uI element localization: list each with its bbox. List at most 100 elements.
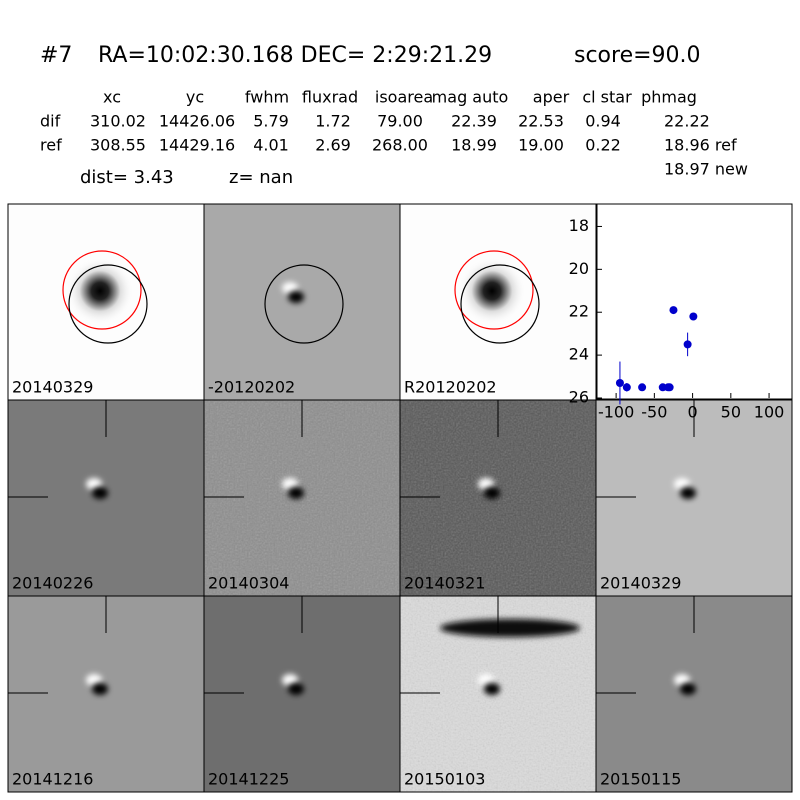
image-panel: 20140329 — [7, 203, 205, 401]
table-cell: 310.02 — [90, 112, 146, 131]
panel-label: -20120202 — [208, 378, 295, 397]
column-header: yc — [186, 88, 204, 107]
image-panel: R20120202 — [399, 203, 597, 401]
image-panel: 20141225 — [203, 595, 401, 793]
table-cell: 18.96 ref — [664, 136, 737, 155]
point — [622, 383, 631, 392]
x-tick-label: 0 — [687, 403, 697, 422]
x-tick-label: 100 — [754, 403, 785, 422]
row-label: dif — [40, 112, 61, 131]
table-cell: 4.01 — [253, 136, 289, 155]
column-header: cl star — [582, 88, 632, 107]
table-cell: 1.72 — [315, 112, 351, 131]
coordinates: RA=10:02:30.168 DEC= 2:29:21.29 — [98, 43, 492, 68]
row-label: ref — [40, 136, 62, 155]
y-tick-label: 24 — [569, 345, 589, 364]
table-cell: 5.79 — [253, 112, 289, 131]
table-cell: 308.55 — [90, 136, 146, 155]
source-pos — [282, 282, 298, 294]
panel-border — [595, 595, 793, 793]
table-cell: 14426.06 — [159, 112, 235, 131]
object-id: #7 — [40, 43, 72, 68]
x-tick-label: -50 — [641, 403, 667, 422]
table-cell: 2.69 — [315, 136, 351, 155]
aperture — [68, 264, 148, 344]
table-cell: 22.53 — [518, 112, 564, 131]
source-neg — [484, 683, 500, 695]
source — [458, 257, 526, 325]
y-tick-label: 26 — [569, 388, 589, 407]
point — [689, 312, 698, 321]
score: score=90.0 — [574, 43, 701, 68]
panel-label: 20140329 — [12, 378, 93, 397]
source-pos — [478, 478, 494, 490]
source-pos — [282, 674, 298, 686]
source-pos — [674, 478, 690, 490]
table-cell: 0.22 — [585, 136, 621, 155]
source-neg — [680, 487, 696, 499]
source — [66, 257, 134, 325]
table-cell: 79.00 — [377, 112, 423, 131]
source-pos — [282, 478, 298, 490]
source-pos — [478, 674, 494, 686]
panel-label: 20140321 — [404, 574, 485, 593]
image-panel: 20140321 — [399, 399, 597, 597]
image-panel: -20120202 — [203, 203, 401, 401]
source-pos — [86, 478, 102, 490]
panel-label: 20140329 — [600, 574, 681, 593]
source-pos — [674, 674, 690, 686]
panel-label: 20140226 — [12, 574, 93, 593]
source-neg — [288, 291, 304, 303]
column-header: fluxrad — [302, 88, 358, 107]
column-header: aper — [533, 88, 570, 107]
image-panel: 20140226 — [7, 399, 205, 597]
table-cell: 268.00 — [372, 136, 428, 155]
image-panel: 20150103 — [399, 595, 597, 793]
streak — [440, 619, 580, 637]
column-header: xc — [103, 88, 121, 107]
image-panel: 20141216 — [7, 595, 205, 793]
table-cell: 14429.16 — [159, 136, 235, 155]
source-neg — [92, 683, 108, 695]
panel-label: 20150115 — [600, 770, 681, 789]
y-tick-label: 22 — [569, 302, 589, 321]
image-panel: 20150115 — [595, 595, 793, 793]
table-cell: 0.94 — [585, 112, 621, 131]
point — [665, 383, 674, 392]
y-tick-label: 18 — [569, 216, 589, 235]
point — [638, 383, 647, 392]
distance: dist= 3.43 — [80, 167, 174, 188]
redshift: z= nan — [229, 167, 293, 188]
source-neg — [288, 683, 304, 695]
y-tick-label: 20 — [569, 259, 589, 278]
point — [669, 306, 678, 315]
table-cell: 22.39 — [451, 112, 497, 131]
source-pos — [86, 674, 102, 686]
x-tick-label: -100 — [598, 403, 634, 422]
panel-background — [204, 204, 400, 400]
ref-aperture — [454, 250, 534, 330]
point — [683, 340, 692, 349]
phmag-new: 18.97 new — [664, 160, 748, 179]
panel-grid: 20140329 -20120202 R20120202 20140226 201403… — [7, 203, 793, 793]
table-cell: 18.99 — [451, 136, 497, 155]
image-panel: 20140329 — [595, 399, 793, 597]
panel-label: 20140304 — [208, 574, 289, 593]
panel-label: 20150103 — [404, 770, 485, 789]
column-header: isoarea — [375, 88, 433, 107]
column-header: mag auto — [432, 88, 509, 107]
panel-label: 20141216 — [12, 770, 93, 789]
image-panel: 20140304 — [203, 399, 401, 597]
source-neg — [288, 487, 304, 499]
ref-aperture — [62, 250, 142, 330]
x-tick-label: 50 — [721, 403, 741, 422]
table-cell: 19.00 — [518, 136, 564, 155]
column-header: fwhm — [245, 88, 289, 107]
source-neg — [680, 683, 696, 695]
plot-area — [596, 203, 793, 400]
aperture — [460, 264, 540, 344]
source-neg — [92, 487, 108, 499]
panel-label: R20120202 — [404, 378, 497, 397]
column-header: phmag — [641, 88, 697, 107]
